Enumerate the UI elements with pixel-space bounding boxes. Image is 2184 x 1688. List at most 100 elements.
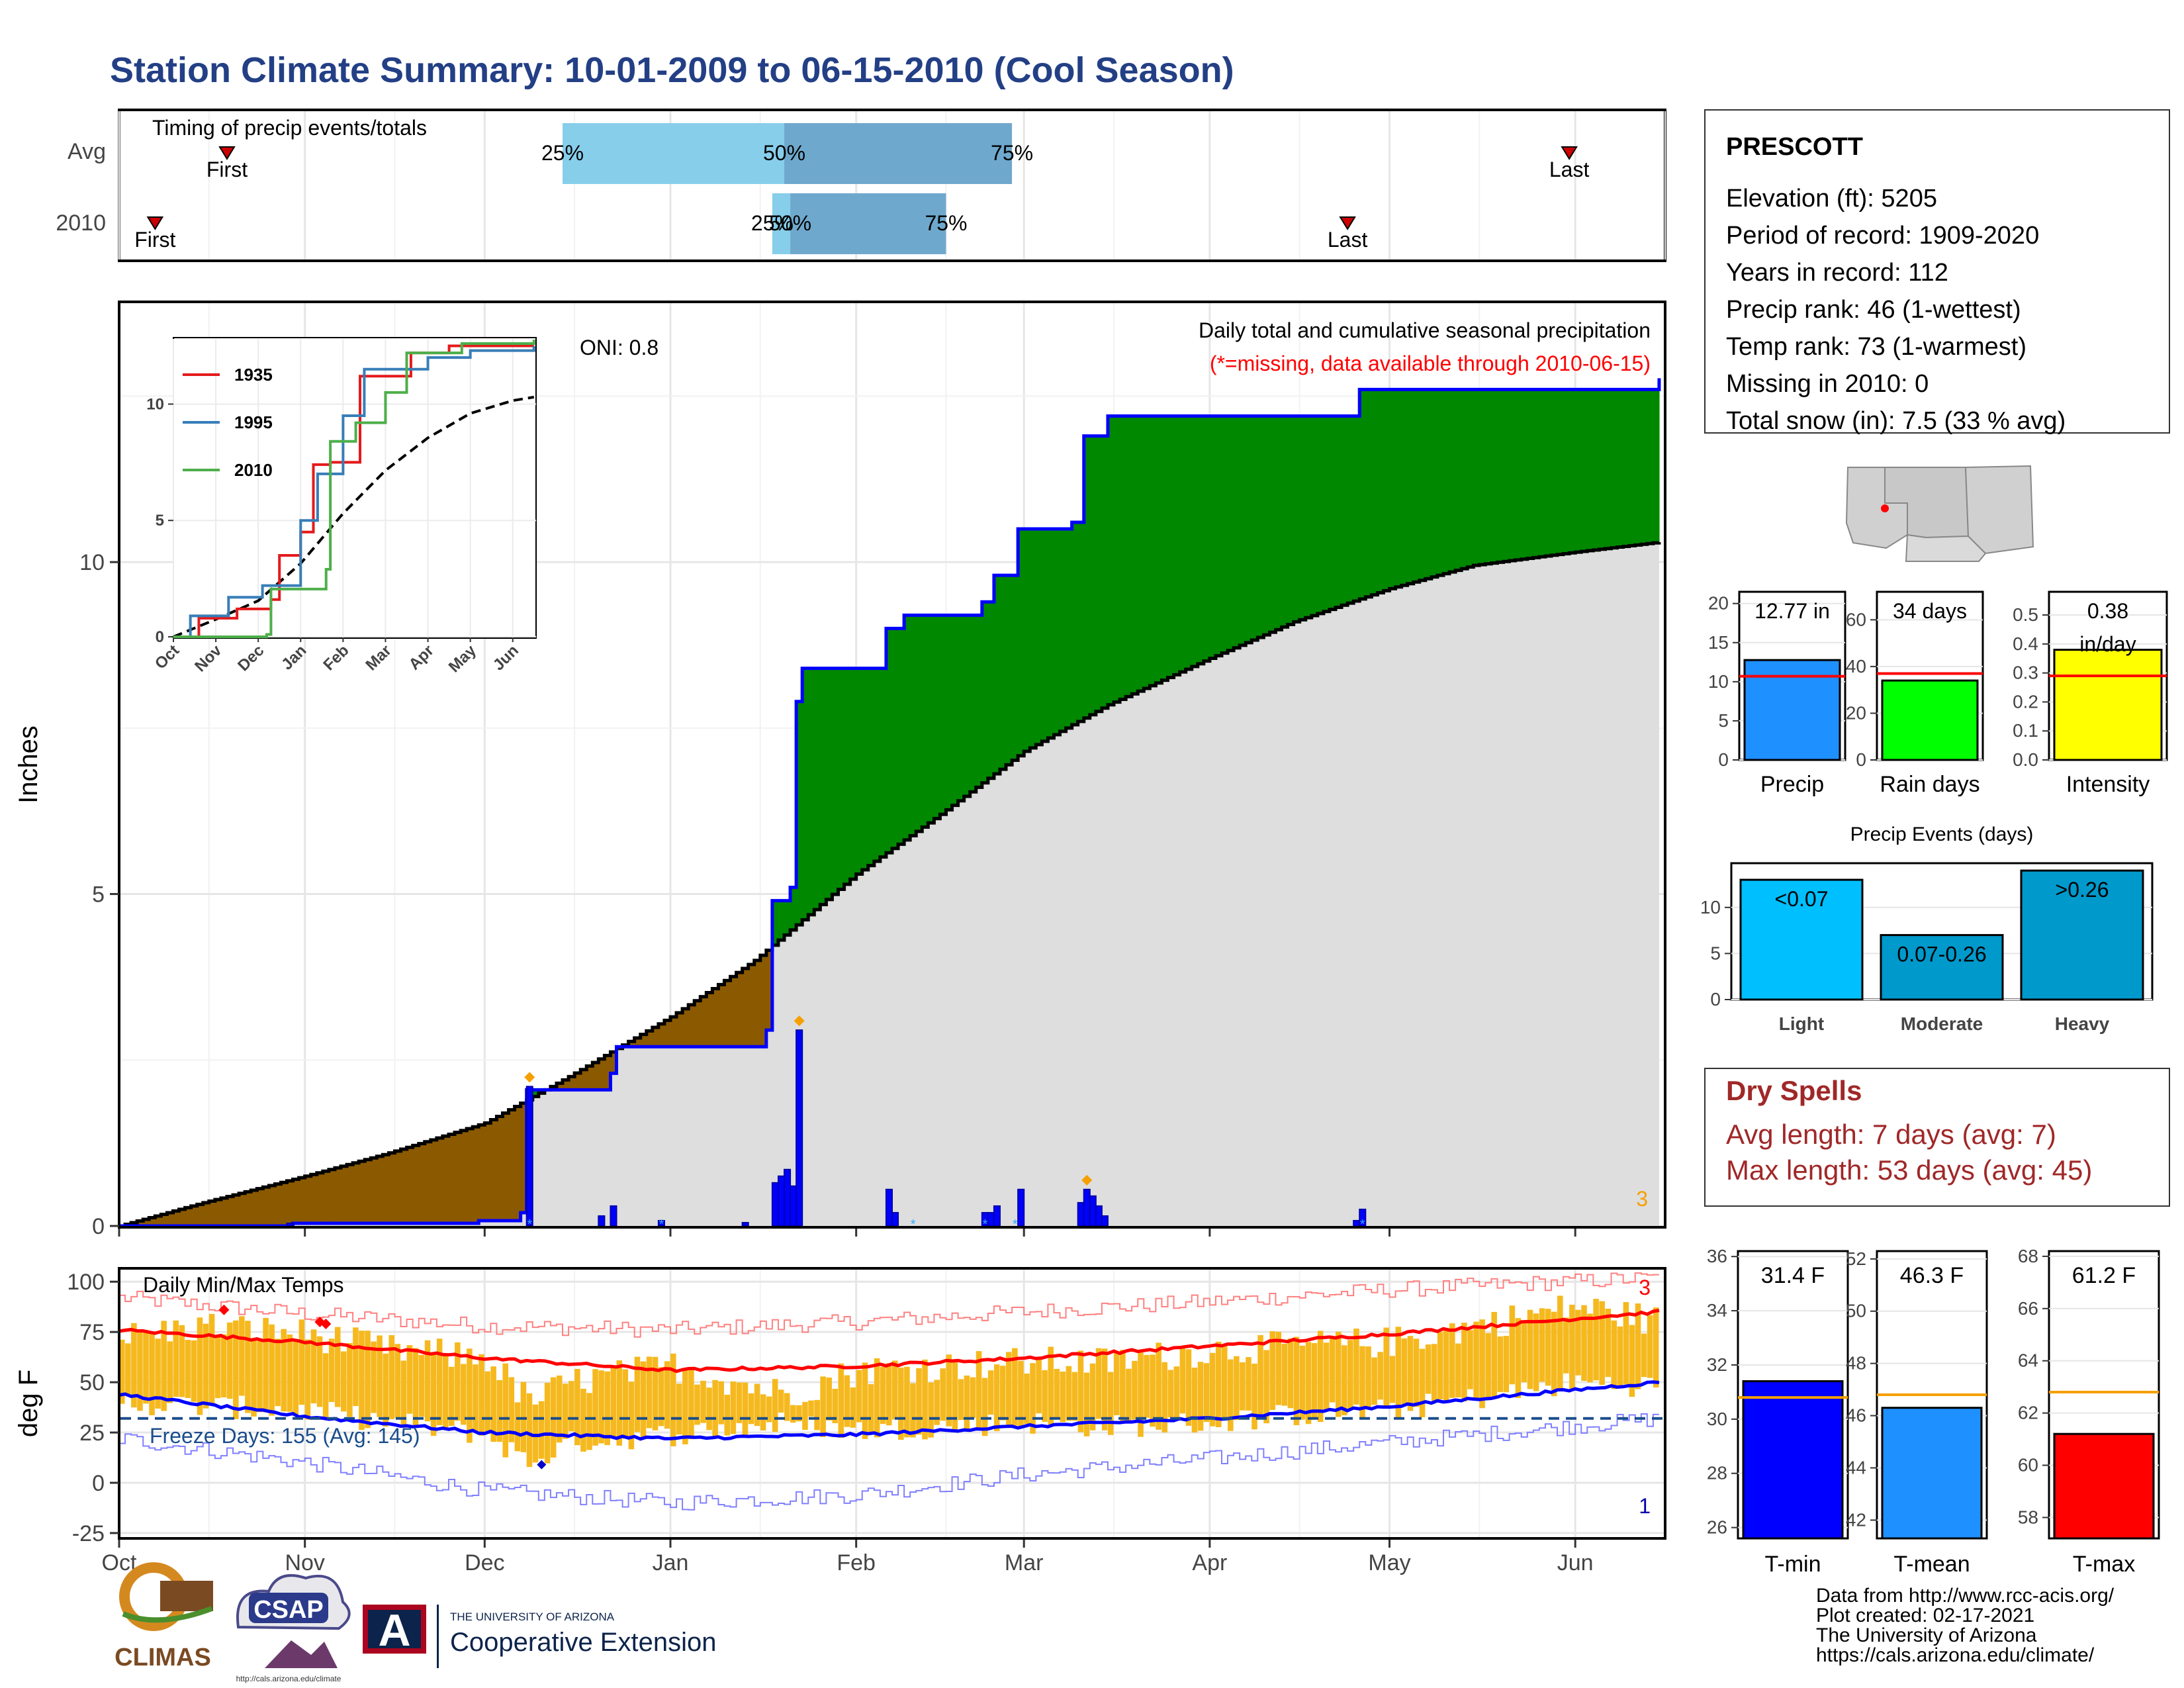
daily-temp-bar: [928, 1382, 934, 1438]
main-y-axis-label: Inches: [14, 726, 43, 804]
daily-temp-bar: [275, 1338, 281, 1407]
daily-temp-bar: [1132, 1360, 1138, 1420]
temp-summary-ytick-label: 60: [2018, 1455, 2038, 1476]
daily-temp-bar: [269, 1324, 275, 1416]
above-average-fill: [1431, 389, 1438, 577]
above-average-fill: [1185, 416, 1193, 670]
summary-value-unit: in/day: [2079, 632, 2136, 656]
below-average-fill: [658, 1023, 665, 1047]
below-average-fill: [688, 1004, 695, 1047]
daily-temp-bar: [987, 1370, 994, 1415]
above-average-fill: [790, 887, 797, 930]
above-average-fill: [1515, 389, 1522, 560]
daily-temp-bar: [1389, 1356, 1396, 1403]
daily-temp-bar: [197, 1317, 203, 1415]
month-label: Dec: [465, 1550, 504, 1575]
daily-temp-bar: [952, 1360, 958, 1432]
below-average-fill: [220, 1197, 228, 1226]
daily-temp-bar: [724, 1394, 731, 1436]
above-average-fill: [1437, 389, 1444, 576]
daily-temp-bar: [868, 1383, 874, 1434]
daily-temp-bar: [1599, 1301, 1605, 1385]
above-average-fill: [1126, 416, 1132, 697]
daily-temp-bar: [664, 1361, 670, 1429]
below-average-fill: [322, 1171, 330, 1223]
station-line-snow: Total snow (in): 7.5 (33 % avg): [1726, 407, 2066, 435]
above-average-fill: [1401, 389, 1408, 586]
above-average-fill: [1101, 436, 1109, 708]
daily-temp-bar: [1491, 1311, 1497, 1397]
below-average-fill: [287, 1180, 294, 1226]
above-average-fill: [999, 575, 1007, 770]
summary-ytick-label: 0: [1718, 749, 1729, 770]
oni-label: ONI: 0.8: [580, 336, 659, 359]
daily-temp-bar: [898, 1367, 904, 1440]
above-average-fill: [1485, 389, 1492, 564]
above-average-fill: [1257, 416, 1264, 638]
daily-temp-bar: [1030, 1363, 1036, 1434]
daily-temp-bar: [1479, 1319, 1485, 1409]
temp-ytick-label: -25: [72, 1521, 105, 1546]
above-average-fill: [1449, 389, 1456, 573]
daily-temp-bar: [1545, 1309, 1551, 1386]
daily-temp-bar: [1234, 1356, 1240, 1421]
below-average-fill: [598, 1058, 605, 1090]
daily-precip-bar: [1095, 1205, 1103, 1227]
daily-temp-bar: [1336, 1331, 1342, 1417]
daily-temp-bar: [970, 1377, 976, 1418]
daily-temp-bar: [1617, 1326, 1623, 1387]
daily-temp-bar: [1467, 1330, 1473, 1389]
ua-logo-letter: A: [378, 1605, 410, 1656]
daily-temp-bar: [502, 1363, 509, 1458]
daily-temp-bar: [1311, 1342, 1318, 1419]
daily-temp-bar: [916, 1368, 922, 1435]
below-average-fill: [359, 1161, 365, 1223]
csap-logo-url: http://cals.arizona.edu/climate: [236, 1674, 341, 1683]
below-average-fill: [203, 1202, 210, 1226]
ua-logo-small-text: THE UNIVERSITY OF ARIZONA: [450, 1611, 615, 1623]
daily-temp-bar: [538, 1401, 545, 1459]
above-average-fill: [1197, 416, 1205, 664]
above-average-fill: [993, 575, 1001, 774]
above-average-fill: [916, 615, 923, 832]
below-average-fill: [371, 1158, 377, 1223]
daily-temp-bar: [316, 1336, 323, 1407]
daily-temp-bar: [406, 1345, 413, 1414]
daily-temp-bar: [1611, 1320, 1617, 1389]
above-average-fill: [1497, 389, 1504, 563]
temp-summary-ytick-label: 64: [2018, 1350, 2038, 1371]
below-average-fill: [574, 1073, 581, 1090]
below-average-fill: [478, 1125, 485, 1221]
daily-temp-bar: [1485, 1333, 1491, 1400]
daily-temp-bar: [1221, 1344, 1228, 1419]
freeze-days-label: Freeze Days: 155 (Avg: 145): [150, 1424, 420, 1448]
daily-temp-bar: [1353, 1329, 1359, 1405]
daily-temp-bar: [155, 1338, 161, 1409]
summary-value-label: 0.38: [2087, 599, 2128, 623]
above-average-fill: [898, 628, 905, 845]
above-average-fill: [1240, 416, 1246, 645]
footer-line-url: https://cals.arizona.edu/climate/: [1816, 1644, 2095, 1666]
daily-temp-bar: [137, 1332, 143, 1411]
daily-temp-bar: [149, 1332, 155, 1415]
above-average-fill: [981, 602, 989, 783]
average-cumulative-line: [119, 541, 1661, 1228]
above-average-fill: [1042, 528, 1049, 741]
daily-temp-bar: [850, 1387, 856, 1428]
daily-temp-bar: [1515, 1318, 1522, 1398]
above-average-fill: [1179, 416, 1187, 673]
above-average-fill: [1479, 389, 1486, 565]
daily-temp-bar: [1144, 1354, 1150, 1418]
events-bar: [1880, 934, 2004, 1001]
daily-temp-bar: [880, 1366, 886, 1425]
daily-temp-bar: [1299, 1345, 1306, 1420]
below-average-fill: [412, 1145, 420, 1223]
below-average-fill: [365, 1159, 371, 1223]
daily-temp-bar: [1269, 1331, 1275, 1410]
below-average-fill: [197, 1204, 204, 1226]
daily-temp-bar: [694, 1384, 700, 1425]
temp-summary-ytick-label: 68: [2018, 1246, 2038, 1266]
below-average-fill: [233, 1195, 240, 1226]
daily-temp-bar: [622, 1369, 629, 1439]
timing-bar-50-75: [784, 123, 1013, 184]
